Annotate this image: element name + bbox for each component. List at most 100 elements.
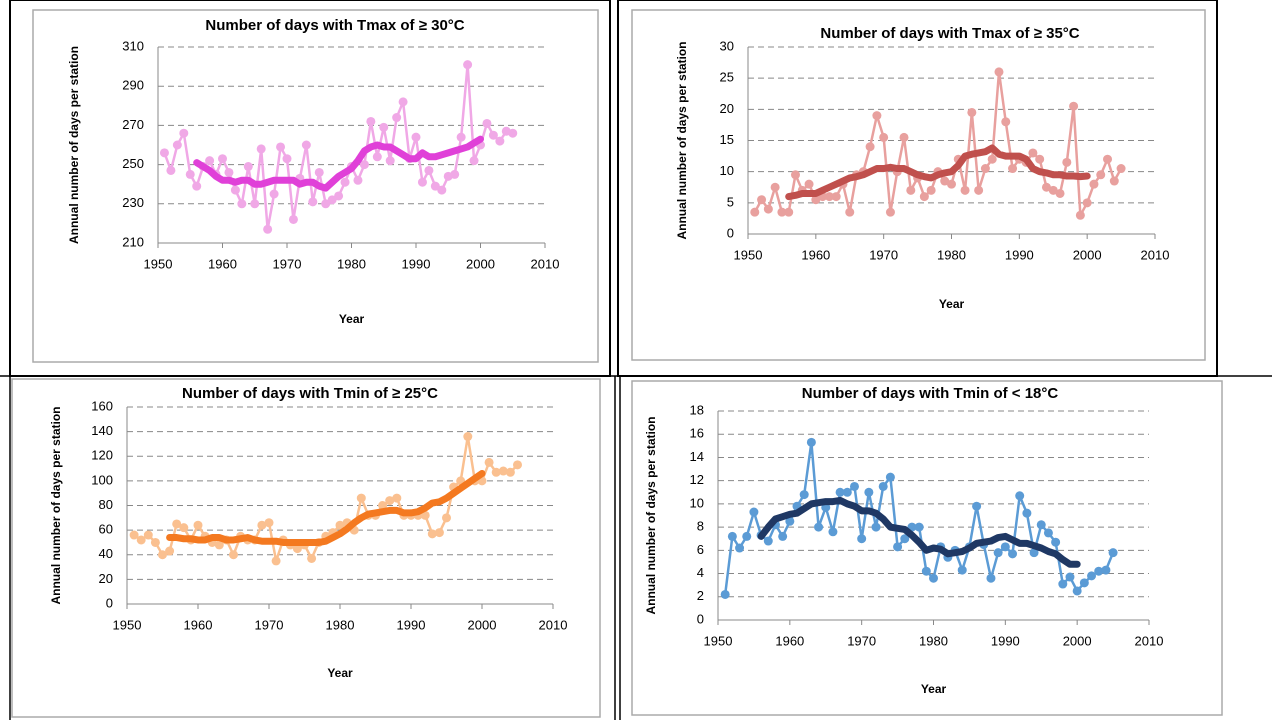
data-point: [379, 122, 389, 132]
data-point: [488, 130, 498, 140]
data-point: [172, 519, 182, 529]
x-tick-label: 2010: [1141, 247, 1170, 262]
y-tick-label: 0: [106, 595, 113, 610]
smoothed-line: [166, 469, 486, 546]
data-point: [372, 152, 382, 162]
chart-title: Number of days with Tmax of ≥ 35°C: [820, 25, 1079, 42]
data-point: [392, 493, 402, 503]
data-point: [947, 179, 956, 189]
x-tick-label: 1950: [734, 247, 763, 262]
data-point: [301, 140, 311, 150]
x-tick-label: 1960: [801, 247, 830, 262]
data-point: [1029, 548, 1039, 558]
y-tick-label: 2: [697, 588, 704, 603]
y-axis-label: Annual number of days per station: [67, 46, 81, 244]
data-point: [1101, 565, 1111, 575]
y-tick-label: 12: [690, 472, 704, 487]
x-tick-label: 2000: [466, 256, 495, 271]
data-point: [256, 144, 266, 154]
data-point: [784, 207, 794, 217]
data-point: [790, 170, 800, 180]
x-tick-label: 1960: [184, 617, 213, 632]
data-point: [417, 177, 427, 187]
y-tick-label: 0: [697, 611, 704, 626]
data-point: [749, 507, 759, 517]
x-tick-label: 1950: [144, 256, 173, 271]
panel-frame: [11, 378, 601, 718]
data-point: [993, 548, 1003, 558]
data-point: [804, 179, 814, 189]
data-point: [878, 481, 888, 491]
y-tick-label: 16: [690, 426, 704, 441]
x-tick-label: 1950: [704, 633, 733, 648]
data-point: [972, 501, 982, 511]
data-point: [842, 487, 852, 497]
data-point: [871, 522, 881, 532]
x-tick-label: 1980: [326, 617, 355, 632]
data-point: [967, 107, 977, 117]
data-point: [1041, 182, 1051, 192]
data-point: [427, 529, 437, 539]
data-point: [980, 164, 990, 174]
data-point: [828, 527, 838, 537]
data-point: [727, 531, 737, 541]
data-point: [442, 513, 451, 523]
data-point: [777, 207, 787, 217]
data-point: [906, 185, 916, 195]
data-point: [994, 67, 1004, 77]
y-tick-label: 120: [91, 448, 113, 463]
data-point: [385, 496, 395, 506]
data-point: [263, 224, 273, 234]
data-point: [1015, 491, 1025, 501]
data-point: [1058, 579, 1068, 589]
data-point: [463, 60, 473, 70]
data-point: [282, 154, 292, 164]
smoothed-line: [785, 144, 1091, 201]
data-point: [420, 510, 430, 520]
data-point: [482, 118, 492, 128]
data-point: [1079, 578, 1089, 588]
y-axis-label: Annual number of days per station: [675, 41, 689, 239]
chart-title: Number of days with Tmin of < 18°C: [802, 385, 1059, 402]
data-point: [1028, 148, 1038, 158]
x-axis-label: Year: [339, 312, 365, 326]
y-tick-label: 230: [122, 195, 144, 210]
data-point: [845, 207, 855, 217]
data-point: [1108, 548, 1118, 558]
data-point: [327, 195, 337, 205]
data-point: [463, 432, 473, 442]
data-point: [893, 542, 903, 552]
data-point: [1075, 210, 1085, 220]
x-tick-label: 1990: [1005, 247, 1034, 262]
data-point: [269, 189, 279, 199]
data-point: [143, 530, 153, 540]
data-point: [340, 177, 350, 187]
data-point: [1000, 542, 1010, 552]
data-point: [250, 199, 260, 209]
data-point: [224, 167, 234, 177]
data-point: [166, 165, 176, 175]
data-point: [498, 466, 508, 476]
data-point: [430, 181, 440, 191]
data-point: [192, 181, 202, 191]
data-point: [356, 493, 366, 503]
y-tick-label: 270: [122, 117, 144, 132]
panel-frame: [631, 380, 1223, 716]
x-axis-label: Year: [939, 297, 965, 311]
data-point: [1065, 572, 1075, 582]
data-point: [1008, 164, 1018, 174]
data-point: [314, 167, 324, 177]
data-point: [229, 550, 238, 560]
data-point: [1062, 157, 1072, 167]
data-point: [1087, 571, 1097, 581]
y-tick-label: 30: [720, 38, 734, 53]
data-point: [508, 128, 518, 138]
y-tick-label: 14: [690, 449, 704, 464]
data-point: [1008, 549, 1018, 559]
x-tick-label: 2000: [1063, 633, 1092, 648]
data-point: [849, 481, 859, 491]
data-point: [321, 199, 331, 209]
y-tick-label: 5: [727, 194, 734, 209]
data-point: [899, 132, 909, 142]
